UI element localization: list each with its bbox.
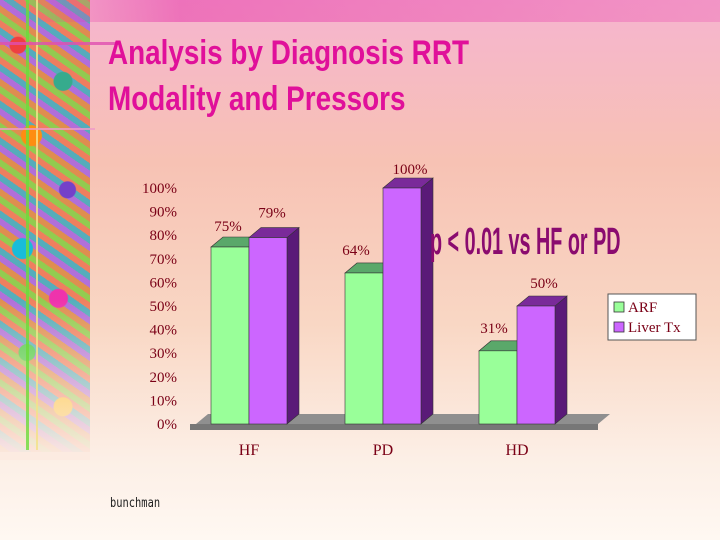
legend-swatch — [613, 321, 625, 333]
y-tick-label: 10% — [150, 393, 178, 409]
decorative-line — [36, 0, 38, 450]
data-label: 79% — [258, 206, 286, 222]
decorative-top-band — [0, 0, 720, 22]
decorative-line — [26, 0, 29, 450]
bar-side — [420, 177, 434, 425]
data-label: 75% — [214, 219, 242, 235]
data-labels: 75% 79% 64% 100% 31% 50% — [214, 162, 558, 337]
slide-title-line-1: Analysis by Diagnosis RRT — [108, 34, 469, 72]
bar-side — [554, 295, 568, 425]
data-label: 50% — [530, 276, 558, 292]
slide-title-line-2: Modality and Pressors — [108, 80, 406, 118]
bar-side — [286, 226, 300, 425]
y-tick-label: 40% — [150, 323, 178, 339]
decorative-line — [0, 128, 95, 130]
y-tick-label: 90% — [150, 205, 178, 221]
y-tick-label: 100% — [142, 181, 177, 197]
x-axis-labels: HF PD HD — [239, 442, 529, 459]
legend-label: Liver Tx — [628, 320, 681, 336]
x-category-label: HF — [239, 442, 260, 459]
bar-arf-hd — [478, 350, 518, 425]
bar-liver-tx-hf — [248, 237, 288, 425]
y-tick-label: 0% — [157, 417, 177, 433]
y-tick-label: 70% — [150, 252, 178, 268]
slide-title: Analysis by Diagnosis RRT Modality and P… — [108, 30, 469, 122]
bar-group — [210, 177, 568, 425]
data-label: 64% — [342, 243, 370, 259]
decorative-line — [0, 42, 120, 45]
significance-annotation: p < 0.01 vs HF or PD — [430, 221, 621, 263]
y-tick-label: 60% — [150, 275, 178, 291]
chart-legend: ARF Liver Tx — [607, 293, 697, 341]
bar-arf-pd — [344, 272, 384, 425]
y-tick-label: 50% — [150, 299, 178, 315]
y-tick-label: 30% — [150, 346, 178, 362]
bar-arf-hf — [210, 246, 250, 425]
bar-liver-tx-pd — [382, 187, 422, 425]
legend-label: ARF — [628, 300, 657, 316]
x-category-label: PD — [373, 442, 393, 459]
y-tick-label: 80% — [150, 228, 178, 244]
x-category-label: HD — [505, 442, 528, 459]
data-label: 31% — [480, 321, 508, 337]
bar-liver-tx-hd — [516, 305, 556, 425]
data-label: 100% — [393, 162, 428, 178]
footer-author: bunchman — [110, 496, 161, 511]
side-artwork-fade — [0, 300, 90, 460]
chart-floor-edge — [190, 424, 598, 430]
y-tick-label: 20% — [150, 370, 178, 386]
y-axis: 0% 10% 20% 30% 40% 50% 60% 70% 80% 90% 100% — [142, 181, 177, 433]
legend-swatch — [613, 301, 625, 313]
